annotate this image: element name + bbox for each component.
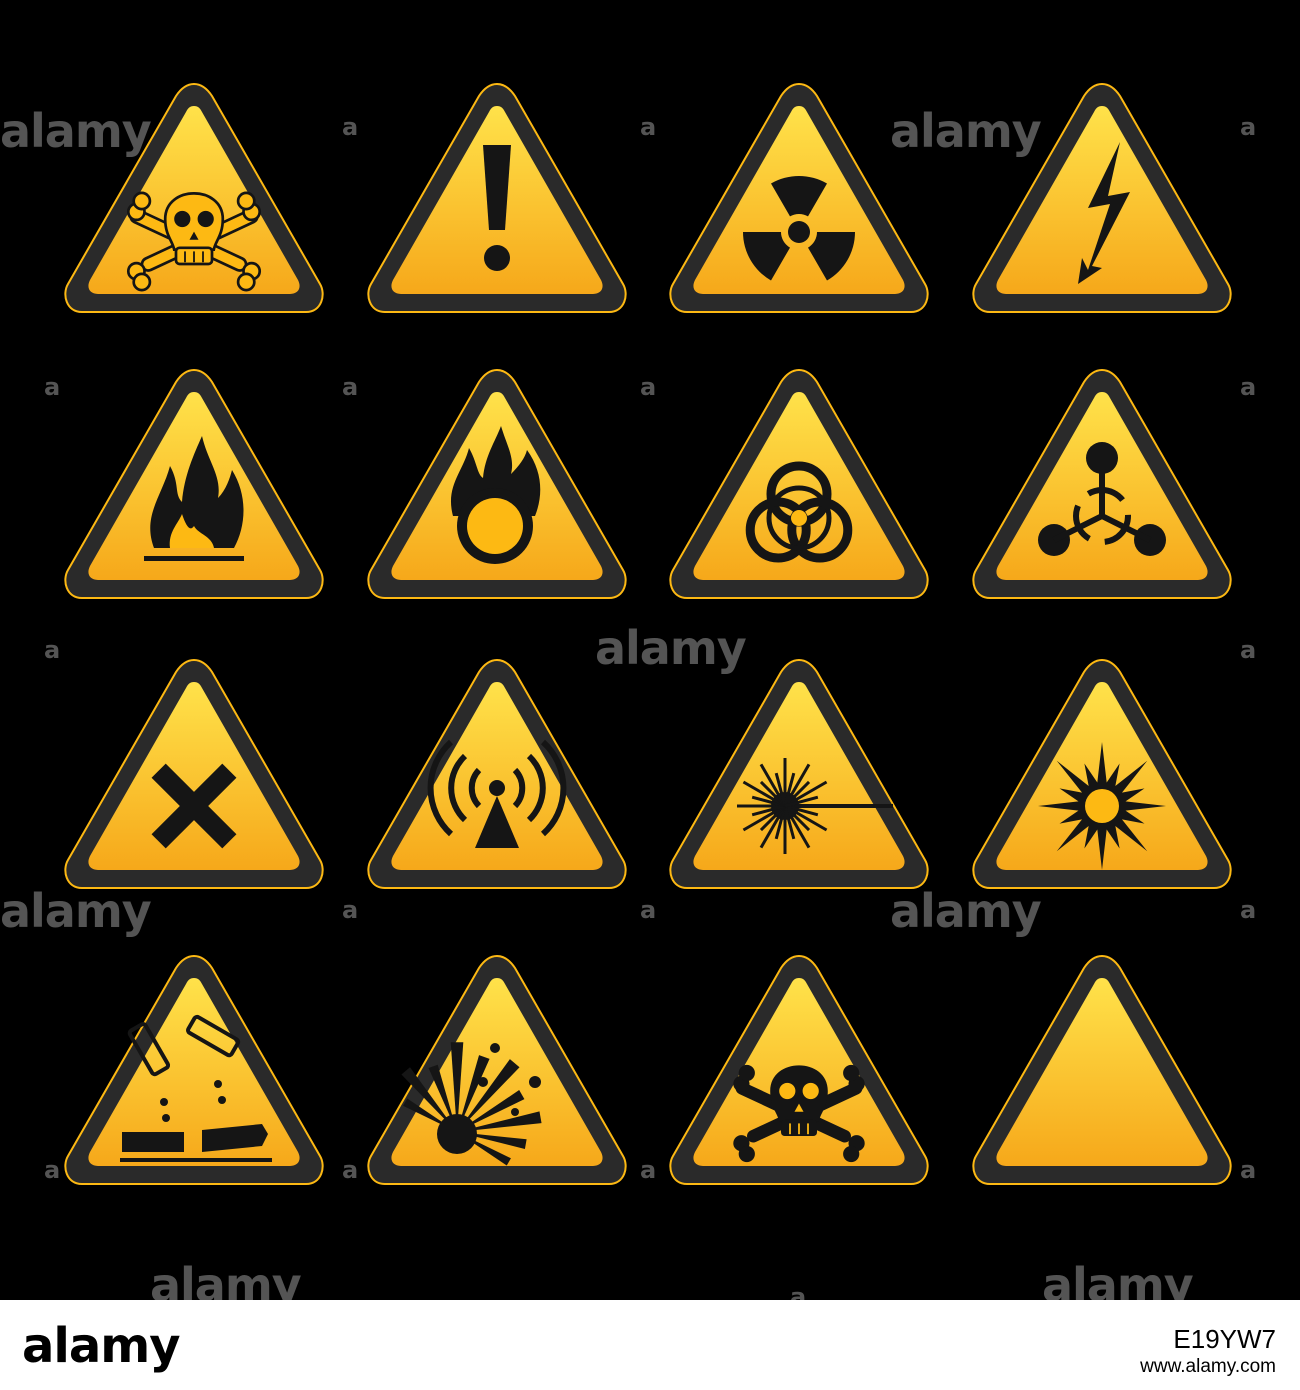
watermark: a [342, 1156, 359, 1184]
warning-sign-oxidizing [365, 366, 629, 603]
lightning-bolt-icon [1078, 142, 1130, 284]
alamy-logo: alamy [22, 1318, 181, 1374]
watermark: a [1240, 373, 1257, 401]
warning-sign-optical-radiation [970, 656, 1234, 893]
watermark: a [1240, 113, 1257, 141]
exclamation-icon [483, 145, 511, 271]
warning-sign-radioactive [667, 80, 931, 317]
watermark: a [640, 896, 657, 924]
skull-crossbones-outline-icon [126, 191, 262, 292]
watermark: a [1240, 1156, 1257, 1184]
site-url: www.alamy.com [1140, 1356, 1276, 1377]
warning-sign-electricity [970, 80, 1234, 317]
warning-sign-explosive [365, 952, 629, 1189]
warning-sign-chemical-weapon [970, 366, 1234, 603]
warning-sign-flammable [62, 366, 326, 603]
image-code: E19YW7 [1173, 1324, 1276, 1354]
watermark: a [342, 896, 359, 924]
watermark: a [1240, 636, 1257, 664]
warning-sign-harmful-irritant [62, 656, 326, 893]
watermark: a [342, 373, 359, 401]
chemical-molecule-icon [1038, 442, 1166, 556]
flame-icon [144, 436, 244, 561]
skull-crossbones-icon [733, 1064, 865, 1163]
warning-sign-toxic [62, 80, 326, 317]
watermark: a [44, 373, 61, 401]
warning-sign-biohazard [667, 366, 931, 603]
flame-over-circle-icon [450, 426, 541, 564]
x-cross-icon [151, 763, 237, 849]
watermark: a [342, 113, 359, 141]
biohazard-icon [745, 461, 853, 563]
watermark: a [1240, 896, 1257, 924]
corrosive-hand-icon [120, 1014, 272, 1162]
warning-sign-laser [667, 656, 931, 893]
watermark: a [44, 1156, 61, 1184]
warning-sign-blank [970, 952, 1234, 1189]
warning-sign-poison [667, 952, 931, 1189]
laser-beam-icon [737, 758, 893, 854]
warning-sign-corrosive [62, 952, 326, 1189]
explosion-icon [401, 1042, 542, 1166]
watermark: a [640, 373, 657, 401]
warning-signs-grid [62, 80, 1234, 1189]
watermark: a [640, 113, 657, 141]
watermark: a [640, 1156, 657, 1184]
warning-sign-non-ionizing-radiation [365, 656, 629, 893]
warning-sign-general-warning [365, 80, 629, 317]
stock-footer: alamy E19YW7 www.alamy.com [0, 1300, 1300, 1390]
radio-wave-icon [427, 739, 567, 848]
sunburst-icon [1038, 742, 1166, 870]
watermark: a [44, 636, 61, 664]
radiation-trefoil-icon [743, 176, 855, 281]
